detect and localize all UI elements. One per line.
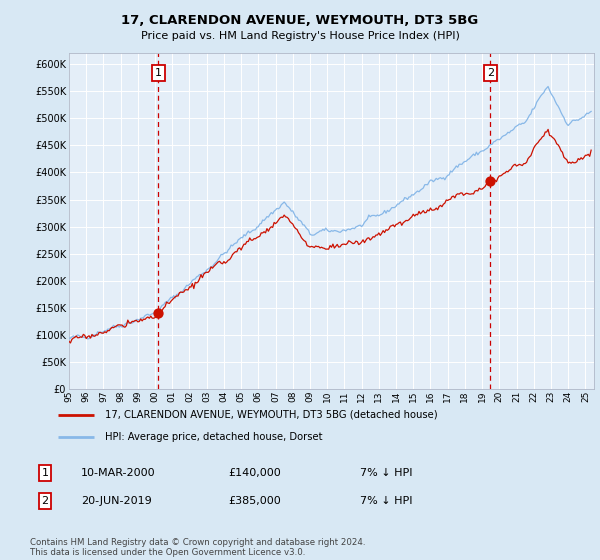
- Text: HPI: Average price, detached house, Dorset: HPI: Average price, detached house, Dors…: [105, 432, 322, 442]
- Text: £385,000: £385,000: [228, 496, 281, 506]
- Point: [485, 176, 495, 185]
- Text: Price paid vs. HM Land Registry's House Price Index (HPI): Price paid vs. HM Land Registry's House …: [140, 31, 460, 41]
- Text: Contains HM Land Registry data © Crown copyright and database right 2024.
This d: Contains HM Land Registry data © Crown c…: [30, 538, 365, 557]
- Text: 7% ↓ HPI: 7% ↓ HPI: [360, 468, 413, 478]
- Text: 17, CLARENDON AVENUE, WEYMOUTH, DT3 5BG: 17, CLARENDON AVENUE, WEYMOUTH, DT3 5BG: [121, 14, 479, 27]
- Text: 1: 1: [41, 468, 49, 478]
- Text: 10-MAR-2000: 10-MAR-2000: [81, 468, 155, 478]
- Text: 2: 2: [41, 496, 49, 506]
- Text: 7% ↓ HPI: 7% ↓ HPI: [360, 496, 413, 506]
- Text: 1: 1: [155, 68, 162, 78]
- Point: [154, 309, 163, 318]
- Text: £140,000: £140,000: [228, 468, 281, 478]
- Text: 2: 2: [487, 68, 494, 78]
- Text: 20-JUN-2019: 20-JUN-2019: [81, 496, 152, 506]
- Text: 17, CLARENDON AVENUE, WEYMOUTH, DT3 5BG (detached house): 17, CLARENDON AVENUE, WEYMOUTH, DT3 5BG …: [105, 409, 437, 419]
